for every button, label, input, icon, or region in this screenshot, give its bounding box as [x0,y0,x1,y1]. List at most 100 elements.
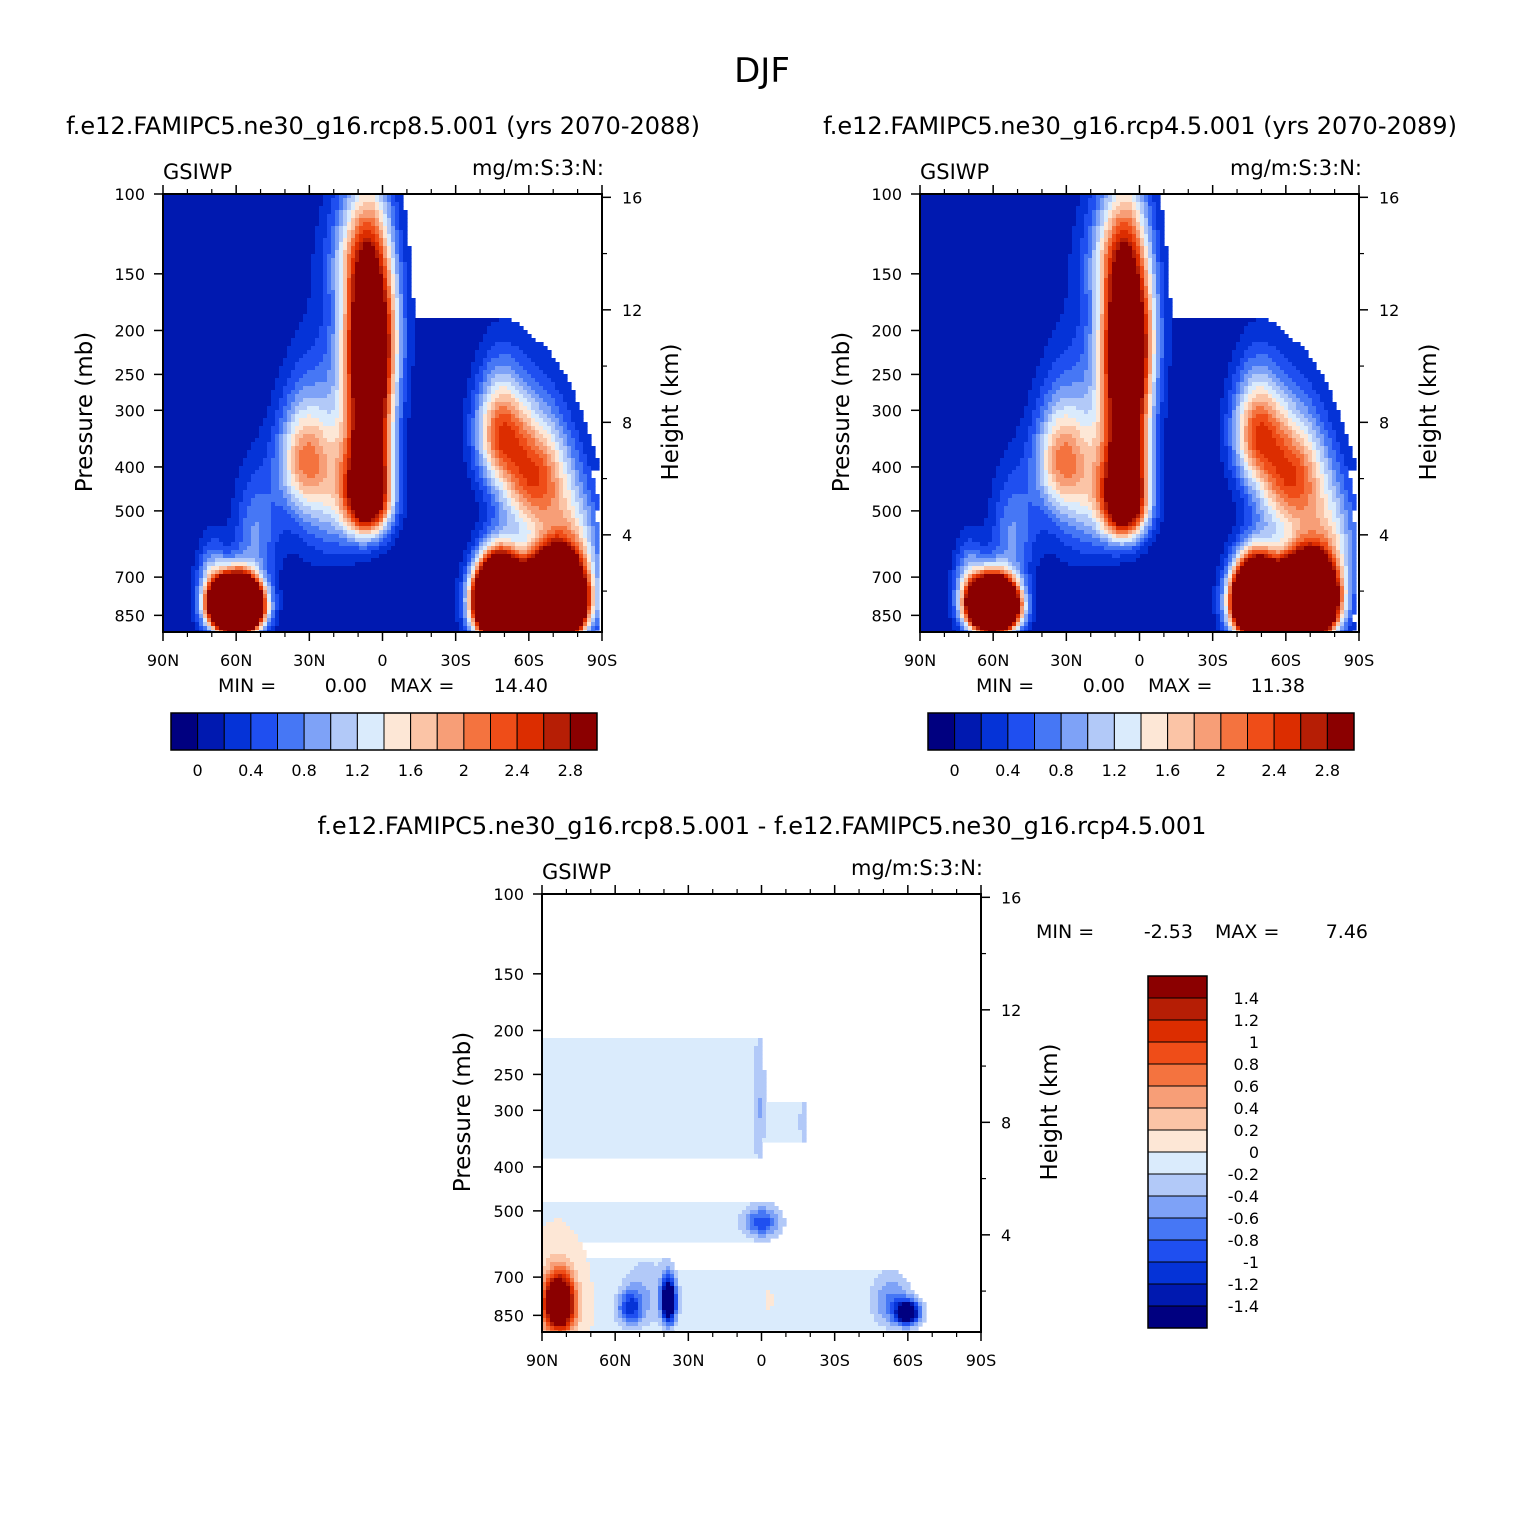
field-cell [1112,198,1117,203]
field-cell [379,202,384,207]
field-cell [575,466,584,471]
field-cell [335,222,340,227]
field-cell [1148,442,1153,447]
field-cell [1300,458,1305,463]
field-cell [1100,230,1105,235]
field-cell [1164,342,1173,347]
field-cell [479,462,484,467]
field-cell [571,462,576,467]
field-cell [563,394,576,399]
field-cell [391,458,396,463]
field-cell [1152,246,1157,251]
field-cell [327,278,332,283]
field-cell [251,474,272,479]
field-cell [383,210,388,215]
field-cell [391,470,396,475]
field-cell [1056,378,1085,383]
field-cell [163,274,312,279]
field-cell [1140,246,1145,251]
field-cell [483,418,488,423]
field-cell [259,546,268,551]
field-cell [1052,446,1061,451]
field-cell [383,298,388,303]
field-cell [1252,398,1273,403]
field-cell [295,442,300,447]
field-cell [475,474,480,479]
field-cell [531,402,540,407]
field-cell [387,506,392,511]
field-cell [1044,414,1049,419]
field-cell [267,414,276,419]
field-cell [1112,230,1117,235]
field-cell [495,486,500,491]
field-cell [1152,274,1157,279]
field-cell [1140,214,1145,219]
field-cell [1156,382,1161,387]
field-cell [587,482,596,487]
field-cell [283,566,460,571]
field-cell [519,470,540,475]
field-cell [1224,434,1229,439]
field-cell [1228,366,1237,371]
field-cell [471,390,480,395]
field-cell [1084,378,1093,383]
field-cell [1048,442,1053,447]
field-cell [1236,370,1241,375]
field-cell [239,502,252,507]
field-cell [355,298,384,303]
field-cell [583,446,596,451]
field-cell [391,518,396,523]
field-cell [571,530,576,535]
field-cell [211,554,224,559]
field-cell [275,606,280,611]
field-cell [163,326,300,331]
field-cell [1096,334,1101,339]
field-cell [1140,470,1145,475]
field-cell [387,358,392,363]
field-cell [1336,438,1349,443]
field-cell [343,418,348,423]
field-cell [1080,446,1097,451]
field-cell [239,542,252,547]
field-cell [383,294,388,299]
field-cell [351,506,384,511]
field-cell [1104,366,1109,371]
field-cell [387,274,392,279]
field-cell [1156,434,1161,439]
field-cell [1036,442,1041,447]
field-cell [387,198,392,203]
field-cell [407,350,416,355]
field-cell [491,550,496,555]
field-cell [1104,434,1109,439]
field-cell [503,542,516,547]
field-cell [563,442,568,447]
field-cell [1052,334,1077,339]
field-cell [1152,210,1157,215]
field-cell [1020,458,1029,463]
field-cell [1092,226,1097,231]
field-cell [299,534,316,539]
field-cell [1280,426,1289,431]
field-cell [1136,254,1141,259]
field-cell [291,446,296,451]
field-cell [527,490,548,495]
field-cell [335,518,340,523]
field-cell [1044,430,1049,435]
field-cell [387,254,392,259]
field-cell [323,306,332,311]
field-cell [1092,298,1097,303]
field-cell [547,462,556,467]
field-cell [1096,446,1101,451]
field-cell [920,230,1073,235]
field-cell [295,398,304,403]
field-cell [363,242,372,247]
field-cell [163,462,244,467]
field-cell [1224,382,1233,387]
field-cell [543,442,548,447]
field-cell [467,606,472,611]
field-cell [211,566,220,571]
field-cell [363,210,376,215]
field-cell [1156,374,1161,379]
field-cell [487,362,520,367]
field-cell [1088,226,1093,231]
